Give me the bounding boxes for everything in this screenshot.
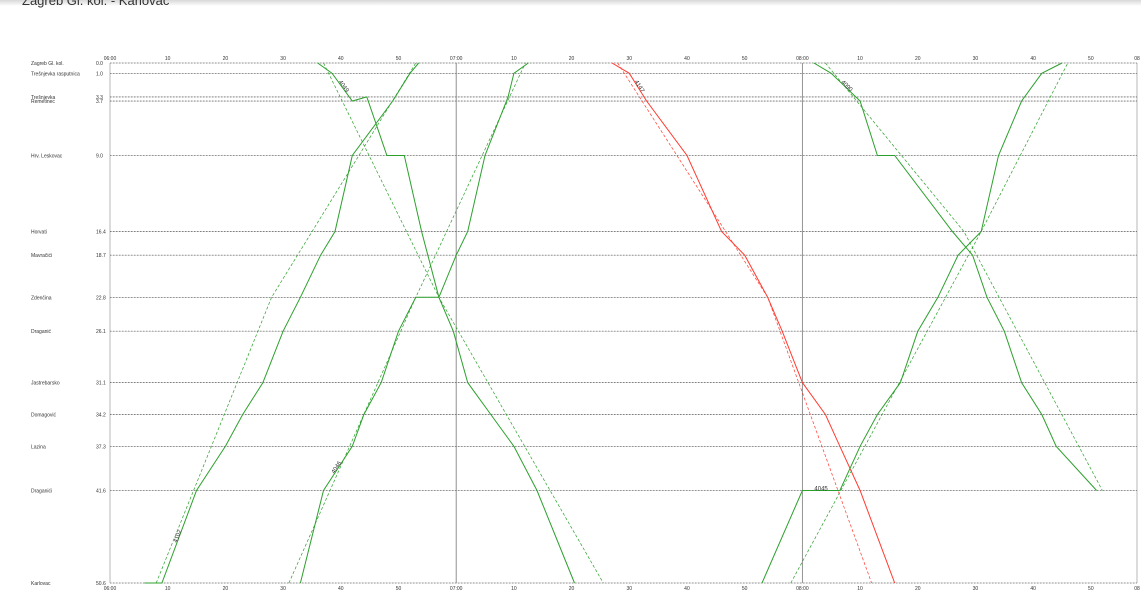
train-number-label: 4102 bbox=[173, 528, 184, 543]
train-path bbox=[611, 62, 896, 584]
train-path bbox=[144, 62, 420, 584]
station-label: Remetinec bbox=[31, 99, 55, 105]
station-km-label: 50.6 bbox=[96, 581, 106, 587]
top-time-tick-label: 10 bbox=[165, 56, 171, 62]
bottom-time-tick-label: 10 bbox=[511, 586, 517, 592]
bottom-time-tick-label: 50 bbox=[742, 586, 748, 592]
station-km-label: 3.7 bbox=[96, 99, 103, 105]
station-label: Trešnjevka rasputnica bbox=[31, 71, 80, 77]
top-time-tick-label: 40 bbox=[1030, 56, 1036, 62]
top-time-tick-label: 30 bbox=[626, 56, 632, 62]
planned-train-path bbox=[825, 62, 1103, 491]
planned-train-path bbox=[617, 62, 872, 584]
top-time-tick-label: 40 bbox=[338, 56, 344, 62]
station-label: Jastrebarsko bbox=[31, 381, 60, 387]
station-label: Mavračići bbox=[31, 253, 52, 259]
train-path bbox=[761, 62, 1063, 584]
train-path bbox=[299, 62, 529, 584]
station-km-label: 31.1 bbox=[96, 381, 106, 387]
station-label: Lazina bbox=[31, 444, 46, 450]
planned-train-path bbox=[288, 62, 526, 584]
bottom-time-tick-label: 07:00 bbox=[450, 586, 463, 592]
bottom-time-tick-label: 40 bbox=[684, 586, 690, 592]
bottom-time-tick-label: 10 bbox=[165, 586, 171, 592]
top-time-tick-label: 50 bbox=[396, 56, 402, 62]
top-time-tick-label: 20 bbox=[569, 56, 575, 62]
bottom-time-tick-label: 10 bbox=[857, 586, 863, 592]
top-time-tick-label: 30 bbox=[280, 56, 286, 62]
bottom-time-tick-label: 30 bbox=[626, 586, 632, 592]
top-time-tick-label: 40 bbox=[684, 56, 690, 62]
station-km-label: 41.6 bbox=[96, 489, 106, 495]
top-time-tick-label: 20 bbox=[223, 56, 229, 62]
station-km-label: 18.7 bbox=[96, 253, 106, 259]
station-km-label: 22.8 bbox=[96, 295, 106, 301]
planned-train-path bbox=[155, 62, 417, 584]
train-number-label: 4045 bbox=[814, 487, 828, 493]
window-top-shadow bbox=[0, 0, 1141, 6]
station-km-label: 3.3 bbox=[96, 95, 103, 101]
station-label: Domagović bbox=[31, 412, 57, 418]
station-km-label: 16.4 bbox=[96, 230, 106, 236]
top-time-tick-label: 08:00 bbox=[796, 56, 809, 62]
station-label: Draganić bbox=[31, 329, 52, 335]
top-time-tick-label: 50 bbox=[1088, 56, 1094, 62]
train-number-label: 4090 bbox=[839, 80, 853, 94]
train-number-label: 4049 bbox=[337, 79, 350, 94]
station-label: Draganići bbox=[31, 489, 52, 495]
station-km-label: 34.2 bbox=[96, 412, 106, 418]
station-km-label: 26.1 bbox=[96, 329, 106, 335]
bottom-time-tick-label: 40 bbox=[1030, 586, 1036, 592]
station-km-label: 0.0 bbox=[96, 61, 103, 67]
bottom-time-tick-label: 06:00 bbox=[104, 586, 117, 592]
bottom-time-tick-label: 20 bbox=[223, 586, 229, 592]
top-time-tick-label: 10 bbox=[857, 56, 863, 62]
train-path bbox=[813, 62, 1097, 491]
station-label: Zagreb Gl. kol. bbox=[31, 61, 64, 67]
station-label: Hrv. Leskovac bbox=[31, 153, 63, 159]
top-time-tick-label: 10 bbox=[511, 56, 517, 62]
station-label: Karlovac bbox=[31, 581, 51, 587]
top-time-tick-label: 07:00 bbox=[450, 56, 463, 62]
top-time-tick-label: 08 bbox=[1134, 56, 1140, 62]
bottom-time-tick-label: 40 bbox=[338, 586, 344, 592]
station-km-label: 9.0 bbox=[96, 153, 103, 159]
station-km-label: 1.0 bbox=[96, 71, 103, 77]
bottom-time-tick-label: 30 bbox=[973, 586, 979, 592]
bottom-time-tick-label: 30 bbox=[280, 586, 286, 592]
bottom-time-tick-label: 20 bbox=[915, 586, 921, 592]
station-label: Zdenčina bbox=[31, 295, 52, 301]
station-km-label: 37.3 bbox=[96, 444, 106, 450]
bottom-time-tick-label: 20 bbox=[569, 586, 575, 592]
top-time-tick-label: 30 bbox=[973, 56, 979, 62]
top-time-tick-label: 50 bbox=[742, 56, 748, 62]
bottom-time-tick-label: 08:00 bbox=[796, 586, 809, 592]
chart-title: Zagreb Gl. kol. - Karlovac bbox=[22, 0, 170, 8]
bottom-time-tick-label: 50 bbox=[1088, 586, 1094, 592]
bottom-time-tick-label: 08 bbox=[1134, 586, 1140, 592]
top-time-tick-label: 06:00 bbox=[104, 56, 117, 62]
train-number-label: 4147 bbox=[633, 79, 646, 94]
bottom-time-tick-label: 50 bbox=[396, 586, 402, 592]
station-label: Trešnjevka bbox=[31, 95, 55, 101]
planned-train-path bbox=[323, 62, 604, 584]
planned-train-path bbox=[790, 62, 1069, 584]
top-time-tick-label: 20 bbox=[915, 56, 921, 62]
station-label: Horvati bbox=[31, 230, 47, 236]
train-path bbox=[317, 62, 575, 584]
